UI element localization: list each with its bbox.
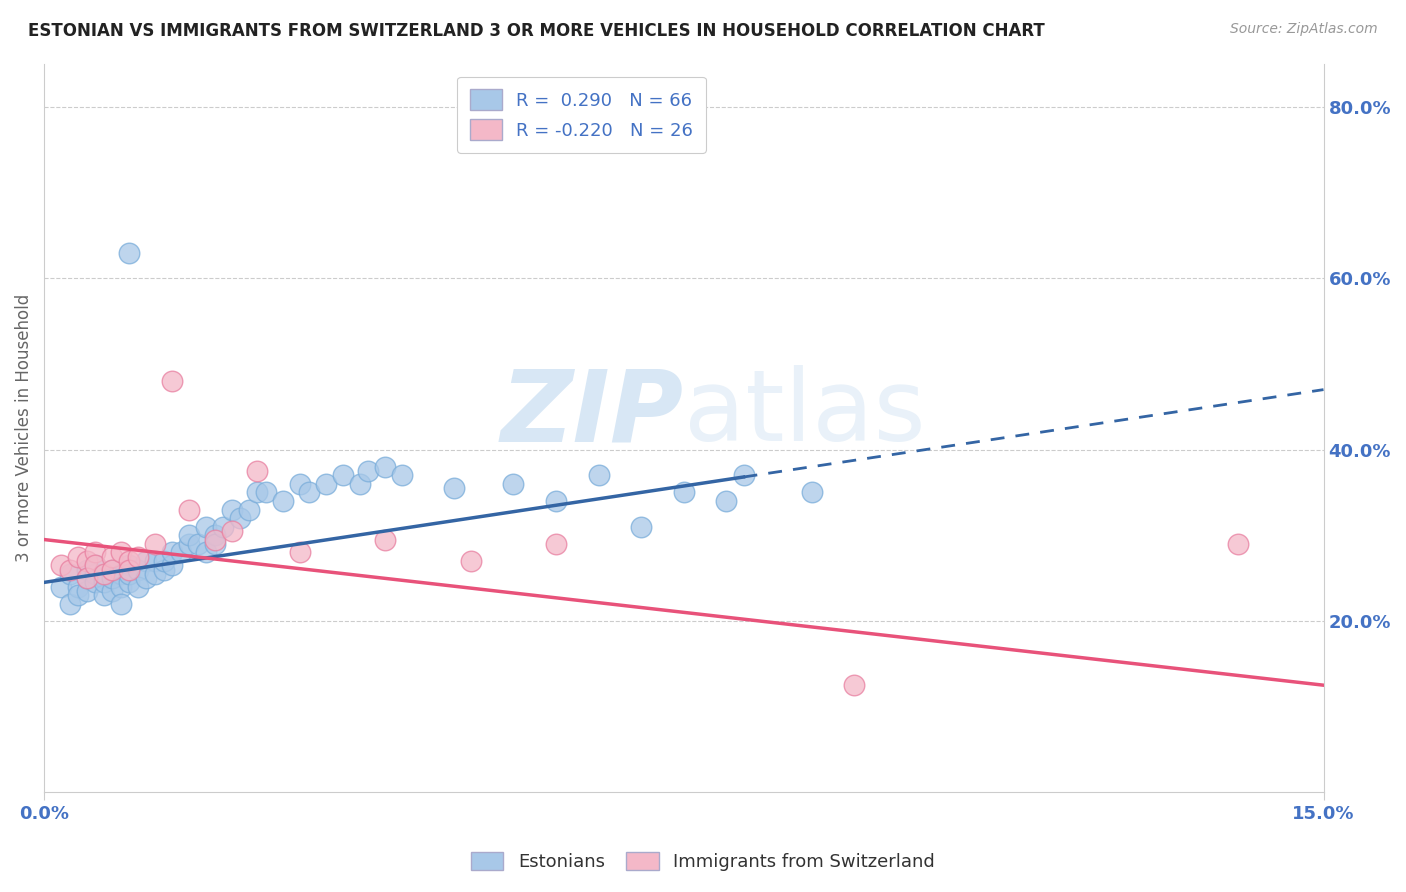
Point bbox=[76, 571, 98, 585]
Point bbox=[110, 566, 132, 581]
Text: ESTONIAN VS IMMIGRANTS FROM SWITZERLAND 3 OR MORE VEHICLES IN HOUSEHOLD CORRELAT: ESTONIAN VS IMMIGRANTS FROM SWITZERLAND … bbox=[28, 22, 1045, 40]
Point bbox=[179, 502, 201, 516]
Point bbox=[143, 554, 166, 568]
Point bbox=[84, 575, 107, 590]
Point bbox=[76, 554, 98, 568]
Point bbox=[152, 562, 174, 576]
Point bbox=[84, 545, 107, 559]
Point bbox=[204, 537, 226, 551]
Text: ZIP: ZIP bbox=[501, 365, 683, 462]
Point bbox=[110, 580, 132, 594]
Point bbox=[118, 562, 141, 576]
Point bbox=[221, 502, 243, 516]
Point bbox=[143, 566, 166, 581]
Point bbox=[374, 459, 396, 474]
Point bbox=[271, 494, 294, 508]
Point bbox=[179, 537, 201, 551]
Point bbox=[1227, 537, 1250, 551]
Point bbox=[118, 558, 141, 573]
Point bbox=[195, 545, 218, 559]
Point bbox=[51, 558, 73, 573]
Point bbox=[51, 580, 73, 594]
Point bbox=[800, 485, 823, 500]
Y-axis label: 3 or more Vehicles in Household: 3 or more Vehicles in Household bbox=[15, 294, 32, 562]
Point bbox=[169, 545, 191, 559]
Point bbox=[59, 597, 82, 611]
Point bbox=[672, 485, 695, 500]
Point bbox=[84, 558, 107, 573]
Point bbox=[101, 584, 124, 599]
Point bbox=[357, 464, 380, 478]
Point bbox=[143, 537, 166, 551]
Point bbox=[288, 545, 311, 559]
Legend: R =  0.290   N = 66, R = -0.220   N = 26: R = 0.290 N = 66, R = -0.220 N = 26 bbox=[457, 77, 706, 153]
Text: Source: ZipAtlas.com: Source: ZipAtlas.com bbox=[1230, 22, 1378, 37]
Point bbox=[67, 549, 90, 564]
Point bbox=[160, 545, 183, 559]
Point bbox=[93, 566, 115, 581]
Point bbox=[716, 494, 738, 508]
Point bbox=[93, 588, 115, 602]
Point bbox=[110, 545, 132, 559]
Point bbox=[118, 554, 141, 568]
Point bbox=[297, 485, 319, 500]
Point bbox=[76, 571, 98, 585]
Point bbox=[588, 468, 610, 483]
Point bbox=[59, 562, 82, 576]
Point bbox=[76, 584, 98, 599]
Point bbox=[110, 597, 132, 611]
Point bbox=[733, 468, 755, 483]
Point bbox=[118, 245, 141, 260]
Point bbox=[101, 562, 124, 576]
Point bbox=[349, 476, 371, 491]
Point bbox=[152, 554, 174, 568]
Point bbox=[160, 374, 183, 388]
Point bbox=[246, 464, 269, 478]
Point bbox=[179, 528, 201, 542]
Point bbox=[238, 502, 260, 516]
Point bbox=[246, 485, 269, 500]
Point bbox=[460, 554, 482, 568]
Point bbox=[118, 566, 141, 581]
Point bbox=[844, 678, 866, 692]
Legend: Estonians, Immigrants from Switzerland: Estonians, Immigrants from Switzerland bbox=[464, 845, 942, 879]
Point bbox=[84, 558, 107, 573]
Point bbox=[221, 524, 243, 538]
Point bbox=[135, 554, 157, 568]
Point bbox=[101, 562, 124, 576]
Point bbox=[67, 588, 90, 602]
Text: atlas: atlas bbox=[683, 365, 925, 462]
Point bbox=[204, 528, 226, 542]
Point bbox=[229, 511, 252, 525]
Point bbox=[118, 575, 141, 590]
Point bbox=[127, 562, 149, 576]
Point bbox=[630, 519, 652, 533]
Point bbox=[187, 537, 209, 551]
Point bbox=[67, 580, 90, 594]
Point bbox=[127, 580, 149, 594]
Point bbox=[288, 476, 311, 491]
Point bbox=[443, 481, 465, 495]
Point bbox=[195, 519, 218, 533]
Point bbox=[59, 566, 82, 581]
Point bbox=[84, 566, 107, 581]
Point bbox=[93, 571, 115, 585]
Point bbox=[93, 575, 115, 590]
Point bbox=[76, 562, 98, 576]
Point bbox=[101, 549, 124, 564]
Point bbox=[544, 494, 567, 508]
Point bbox=[254, 485, 277, 500]
Point bbox=[101, 571, 124, 585]
Point bbox=[391, 468, 413, 483]
Point bbox=[332, 468, 354, 483]
Point bbox=[374, 533, 396, 547]
Point bbox=[160, 558, 183, 573]
Point bbox=[135, 571, 157, 585]
Point bbox=[502, 476, 524, 491]
Point bbox=[315, 476, 337, 491]
Point bbox=[204, 533, 226, 547]
Point bbox=[212, 519, 235, 533]
Point bbox=[544, 537, 567, 551]
Point bbox=[127, 549, 149, 564]
